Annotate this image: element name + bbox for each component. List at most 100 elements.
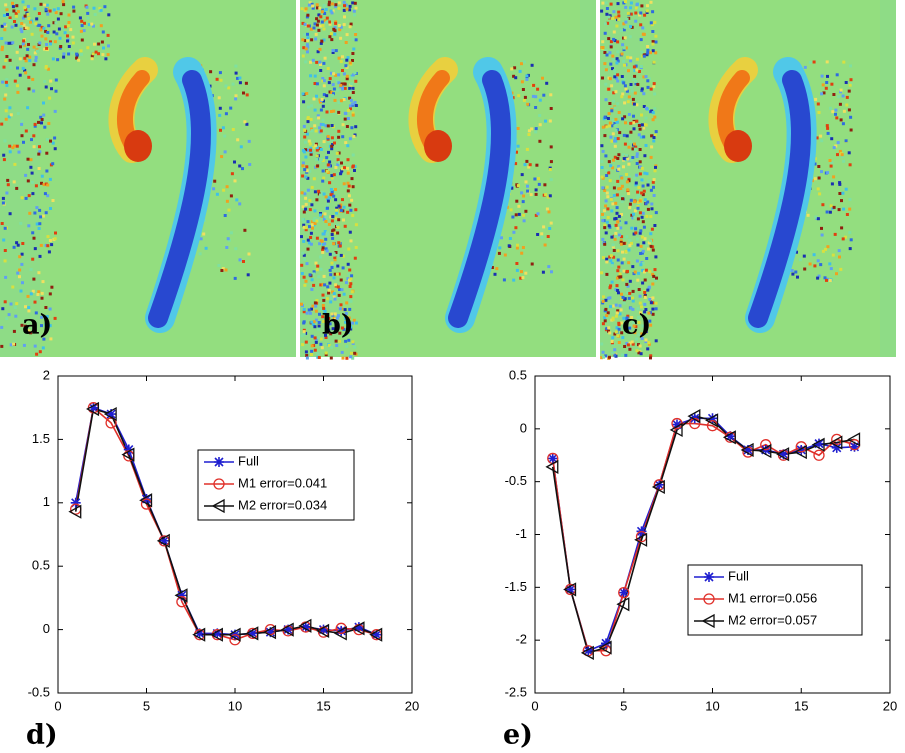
image-noise — [302, 124, 306, 128]
image-noise — [600, 9, 604, 13]
image-noise — [309, 152, 313, 156]
legend-label: M1 error=0.056 — [728, 590, 817, 605]
image-noise — [642, 135, 646, 139]
image-noise — [640, 191, 644, 195]
image-noise — [26, 294, 30, 298]
image-noise — [632, 65, 636, 69]
legend-marker — [211, 498, 225, 514]
image-noise — [67, 13, 71, 17]
image-noise — [347, 272, 351, 276]
image-noise — [533, 177, 537, 181]
image-noise — [304, 148, 308, 152]
image-noise — [848, 198, 852, 201]
image-noise — [516, 144, 520, 148]
image-noise — [327, 288, 331, 292]
image-noise — [601, 149, 605, 153]
image-noise — [622, 77, 626, 80]
image-noise — [608, 286, 612, 290]
image-noise — [615, 326, 619, 330]
image-noise — [312, 272, 316, 276]
image-noise — [818, 192, 822, 196]
image-noise — [647, 311, 651, 315]
image-noise — [308, 311, 312, 315]
image-noise — [326, 67, 330, 70]
image-noise — [613, 332, 617, 336]
image-noise — [345, 301, 349, 305]
image-noise — [646, 45, 650, 48]
image-noise — [337, 254, 341, 258]
image-noise — [334, 73, 338, 77]
image-noise — [5, 55, 9, 58]
image-noise — [631, 265, 635, 269]
image-noise — [612, 10, 616, 14]
image-noise — [75, 56, 79, 60]
image-noise — [304, 7, 308, 11]
image-noise — [6, 183, 10, 187]
image-noise — [823, 276, 827, 280]
image-noise — [339, 303, 343, 307]
marker — [793, 444, 807, 460]
image-noise — [633, 68, 637, 72]
image-noise — [340, 288, 344, 292]
image-noise — [620, 184, 624, 188]
image-noise — [9, 302, 13, 306]
y-tick-label: 1 — [43, 494, 50, 509]
image-noise — [530, 127, 534, 131]
image-noise — [313, 325, 317, 329]
image-noise — [328, 160, 332, 164]
image-noise — [536, 233, 540, 236]
image-noise — [16, 271, 20, 275]
image-noise — [331, 327, 335, 331]
image-noise — [309, 60, 312, 64]
image-noise — [620, 200, 624, 203]
image-noise — [37, 12, 41, 15]
image-noise — [302, 210, 306, 214]
image-noise — [816, 102, 820, 106]
image-noise — [90, 54, 94, 58]
image-noise — [4, 109, 8, 113]
image-noise — [615, 235, 619, 239]
image-noise — [42, 101, 45, 105]
image-noise — [611, 54, 615, 58]
image-noise — [617, 233, 621, 237]
image-noise — [103, 5, 107, 9]
image-noise — [344, 339, 348, 343]
image-noise — [817, 111, 821, 114]
image-noise — [312, 177, 316, 181]
image-noise — [301, 161, 305, 165]
image-noise — [336, 88, 340, 92]
image-noise — [549, 178, 553, 182]
image-noise — [325, 249, 329, 253]
image-noise — [21, 0, 25, 4]
image-noise — [31, 257, 35, 261]
image-noise — [328, 252, 332, 256]
image-noise — [342, 182, 346, 186]
image-noise — [515, 199, 519, 203]
image-noise — [322, 298, 326, 302]
image-noise — [322, 38, 326, 42]
image-noise — [642, 189, 646, 193]
image-noise — [324, 353, 328, 357]
image-noise — [603, 242, 607, 246]
image-noise — [332, 194, 336, 198]
image-noise — [327, 3, 331, 7]
x-tick-label: 10 — [228, 698, 242, 713]
image-noise — [34, 56, 38, 59]
image-noise — [620, 331, 624, 335]
image-noise — [631, 216, 635, 220]
image-noise — [346, 158, 350, 162]
image-noise — [521, 200, 525, 204]
image-noise — [600, 356, 604, 360]
marker — [369, 627, 383, 642]
image-noise — [637, 343, 640, 347]
image-noise — [332, 72, 336, 76]
image-noise — [336, 158, 340, 162]
image-noise — [49, 139, 52, 143]
image-noise — [91, 52, 95, 56]
image-noise — [631, 97, 635, 101]
image-noise — [845, 103, 849, 107]
image-noise — [312, 320, 316, 324]
image-noise — [624, 5, 628, 9]
image-noise — [645, 106, 648, 110]
image-noise — [344, 41, 348, 44]
